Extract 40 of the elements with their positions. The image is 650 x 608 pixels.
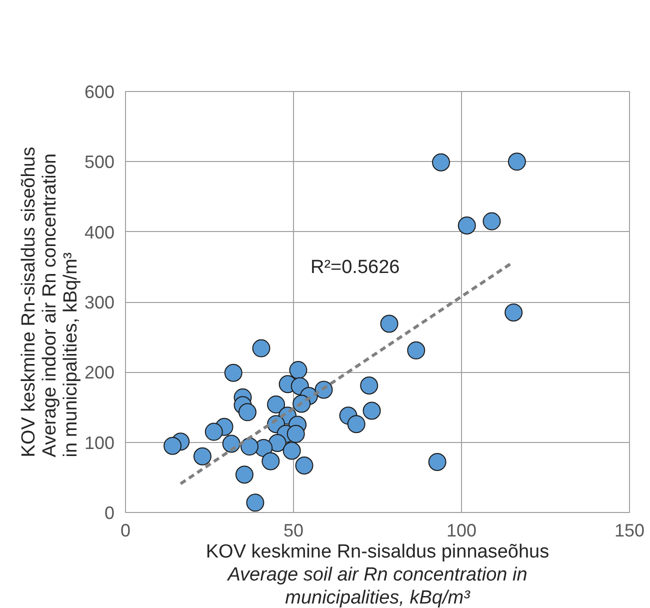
y-tick-label: 100 bbox=[84, 432, 115, 453]
point bbox=[282, 442, 301, 460]
point bbox=[193, 447, 212, 466]
y-tick-label: 500 bbox=[84, 152, 115, 172]
point bbox=[504, 304, 523, 322]
point bbox=[224, 364, 242, 382]
point bbox=[432, 153, 450, 172]
point bbox=[289, 361, 308, 380]
y-tick-label: 600 bbox=[84, 82, 115, 102]
point bbox=[347, 415, 366, 434]
y-tick-label: 400 bbox=[84, 222, 115, 242]
point bbox=[360, 376, 378, 394]
point bbox=[238, 403, 256, 422]
y-tick-label: 0 bbox=[104, 503, 115, 523]
point bbox=[286, 424, 305, 443]
point bbox=[204, 422, 223, 441]
annotation: R²=0.5626 bbox=[310, 256, 400, 278]
x-tick-label: 150 bbox=[614, 520, 645, 540]
point bbox=[262, 452, 280, 470]
point bbox=[240, 438, 258, 456]
point bbox=[295, 456, 314, 474]
point bbox=[458, 216, 476, 234]
x-tick-label: 0 bbox=[120, 520, 131, 540]
point bbox=[362, 402, 381, 420]
x-tick-label: 100 bbox=[446, 520, 477, 540]
point bbox=[428, 452, 446, 471]
y-tick-label: 300 bbox=[84, 292, 115, 312]
point bbox=[164, 436, 182, 455]
point bbox=[508, 152, 526, 171]
point bbox=[252, 339, 270, 358]
point bbox=[267, 395, 286, 414]
point bbox=[407, 341, 426, 360]
y-tick-label: 200 bbox=[84, 362, 115, 383]
point bbox=[482, 212, 501, 230]
point bbox=[235, 466, 254, 484]
y-axis-title: KOV keskmine Rn-sisaldus siseõhus Average indoor air Rn concentration in municipalities, kBq/m³ bbox=[18, 146, 82, 458]
x-tick-label: 50 bbox=[283, 520, 304, 540]
point bbox=[246, 494, 264, 512]
x-axis-title: KOV keskmine Rn-sisaldus pinnaseõhus Average soil air Rn concentration in municipalities, kBq/m³ bbox=[206, 542, 550, 608]
point bbox=[380, 314, 398, 333]
